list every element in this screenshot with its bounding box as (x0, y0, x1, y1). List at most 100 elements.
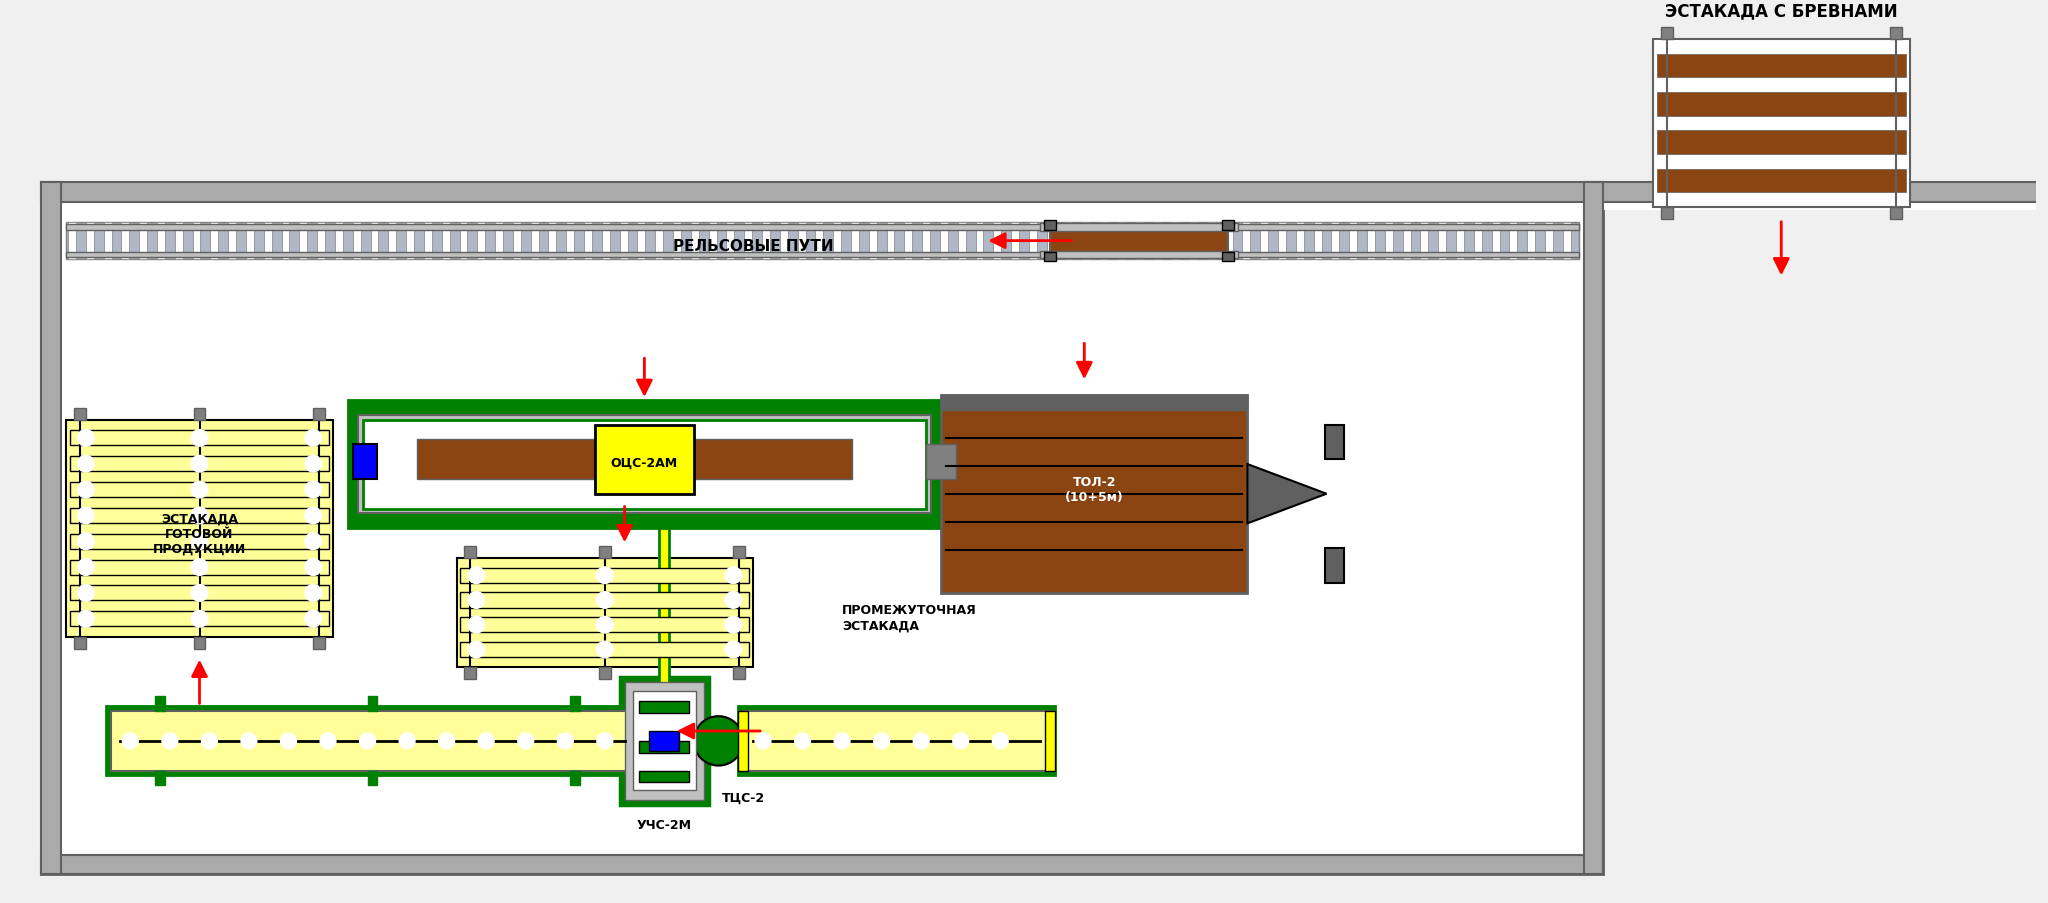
Circle shape (305, 559, 322, 576)
Bar (158, 223, 166, 260)
Bar (940, 223, 948, 260)
Bar (1171, 223, 1180, 260)
Bar (569, 696, 580, 712)
Bar (348, 400, 940, 529)
Bar (852, 223, 858, 260)
Bar (461, 618, 750, 633)
Bar (1661, 208, 1673, 219)
Circle shape (78, 559, 94, 576)
Bar (727, 223, 735, 260)
Bar (584, 223, 592, 260)
Bar (74, 408, 86, 420)
Bar (358, 415, 932, 514)
Bar (227, 223, 236, 260)
Bar (41, 183, 1604, 874)
Text: РЕЛЬСОВЫЕ ПУТИ: РЕЛЬСОВЫЕ ПУТИ (674, 238, 834, 254)
Bar (621, 677, 709, 805)
Circle shape (78, 610, 94, 628)
Bar (1065, 223, 1073, 260)
Bar (1153, 223, 1161, 260)
Bar (1260, 223, 1268, 260)
Text: УЧС-2М: УЧС-2М (637, 818, 692, 831)
Circle shape (190, 610, 207, 628)
Bar (1012, 223, 1020, 260)
Bar (639, 770, 688, 783)
Bar (195, 638, 205, 649)
Bar (993, 223, 1001, 260)
Bar (1604, 183, 2048, 203)
Text: ПРОМЕЖУТОЧНАЯ
ЭСТАКАДА: ПРОМЕЖУТОЧНАЯ ЭСТАКАДА (842, 603, 977, 631)
Bar (70, 482, 330, 498)
Bar (362, 420, 926, 509)
Circle shape (190, 430, 207, 447)
Bar (633, 692, 696, 790)
Circle shape (725, 567, 741, 584)
Bar (195, 408, 205, 420)
Bar (336, 223, 342, 260)
Bar (1491, 223, 1499, 260)
Bar (1657, 55, 1907, 79)
Bar (246, 223, 254, 260)
Circle shape (319, 733, 336, 749)
Bar (1325, 548, 1343, 583)
Bar (121, 223, 129, 260)
Bar (649, 731, 680, 751)
Bar (461, 568, 750, 583)
Bar (1296, 223, 1305, 260)
Circle shape (913, 733, 930, 749)
Bar (68, 223, 76, 260)
Bar (868, 223, 877, 260)
Bar (530, 223, 539, 260)
Bar (1313, 223, 1321, 260)
Bar (1100, 223, 1108, 260)
Circle shape (305, 585, 322, 601)
Bar (457, 558, 754, 667)
Text: ТЦС-2: ТЦС-2 (721, 790, 764, 804)
Circle shape (694, 716, 743, 766)
Circle shape (795, 733, 811, 749)
Circle shape (596, 617, 612, 633)
Bar (1657, 93, 1907, 116)
Text: ТОЛ-2
(10+5м): ТОЛ-2 (10+5м) (1065, 475, 1124, 503)
Circle shape (305, 481, 322, 498)
Bar (1657, 131, 1907, 154)
Bar (424, 223, 432, 260)
Bar (111, 712, 635, 770)
Bar (1047, 223, 1055, 260)
Bar (1403, 223, 1411, 260)
Bar (174, 223, 182, 260)
Bar (459, 223, 467, 260)
Bar (106, 706, 639, 776)
Circle shape (993, 733, 1008, 749)
Bar (86, 223, 94, 260)
Text: ЭСТАКАДА
ГОТОВОЙ
ПРОДУКЦИИ: ЭСТАКАДА ГОТОВОЙ ПРОДУКЦИИ (154, 512, 246, 555)
Circle shape (190, 559, 207, 576)
Bar (549, 223, 557, 260)
Circle shape (834, 733, 850, 749)
Bar (743, 223, 752, 260)
Bar (567, 223, 573, 260)
Circle shape (190, 456, 207, 472)
Bar (70, 431, 330, 446)
Circle shape (596, 641, 612, 658)
Bar (41, 183, 61, 874)
Bar (1206, 223, 1214, 260)
Bar (1384, 223, 1393, 260)
Circle shape (162, 733, 178, 749)
Bar (1044, 712, 1055, 770)
Circle shape (305, 456, 322, 472)
Circle shape (242, 733, 256, 749)
Bar (1890, 208, 1903, 219)
Bar (465, 667, 477, 679)
Bar (743, 712, 1051, 770)
Bar (1350, 223, 1358, 260)
Circle shape (305, 430, 322, 447)
Bar (1604, 203, 2048, 210)
Bar (1563, 223, 1571, 260)
Bar (1325, 425, 1343, 460)
Bar (1118, 223, 1126, 260)
Bar (1528, 223, 1536, 260)
Bar (602, 223, 610, 260)
Circle shape (281, 733, 297, 749)
Circle shape (725, 641, 741, 658)
